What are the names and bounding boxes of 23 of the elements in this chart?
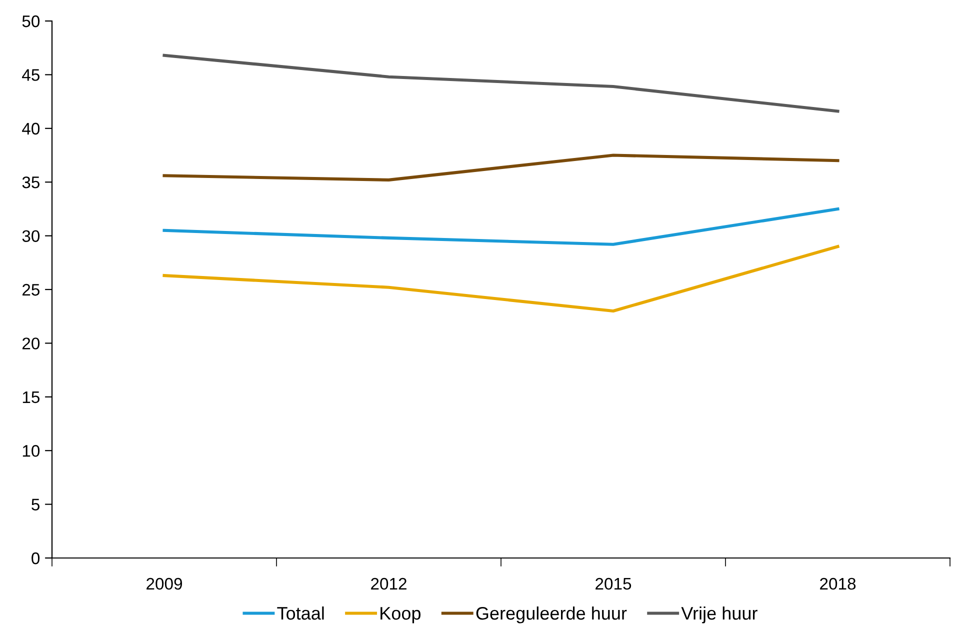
- legend-label: Koop: [380, 607, 421, 624]
- legend-label: Vrije huur: [681, 606, 758, 624]
- y-tick-label: 45: [22, 69, 40, 81]
- y-tick-label: 25: [22, 284, 40, 296]
- y-tick-label: 0: [32, 552, 40, 564]
- y-tick-label: 50: [22, 15, 40, 28]
- x-tick-label: 2015: [596, 578, 632, 590]
- line-series: [162, 245, 840, 313]
- y-tick-label: 40: [22, 122, 40, 135]
- x-tick-label: 2009: [146, 578, 182, 590]
- y-tick-label: 10: [22, 445, 40, 457]
- legend-label: Gereguleerde huur: [476, 606, 627, 624]
- y-tick-label: 15: [22, 391, 40, 404]
- line-series: [162, 154, 840, 182]
- y-tick-label: 20: [22, 338, 40, 350]
- legend-label: Totaal: [277, 606, 324, 620]
- x-tick-label: 2012: [371, 578, 406, 590]
- line-series: [162, 54, 840, 113]
- line-series: [162, 207, 840, 246]
- x-tick-label: 2018: [820, 578, 856, 590]
- y-tick-label: 35: [22, 176, 40, 188]
- y-tick-label: 5: [32, 498, 40, 511]
- y-tick-label: 30: [22, 230, 40, 242]
